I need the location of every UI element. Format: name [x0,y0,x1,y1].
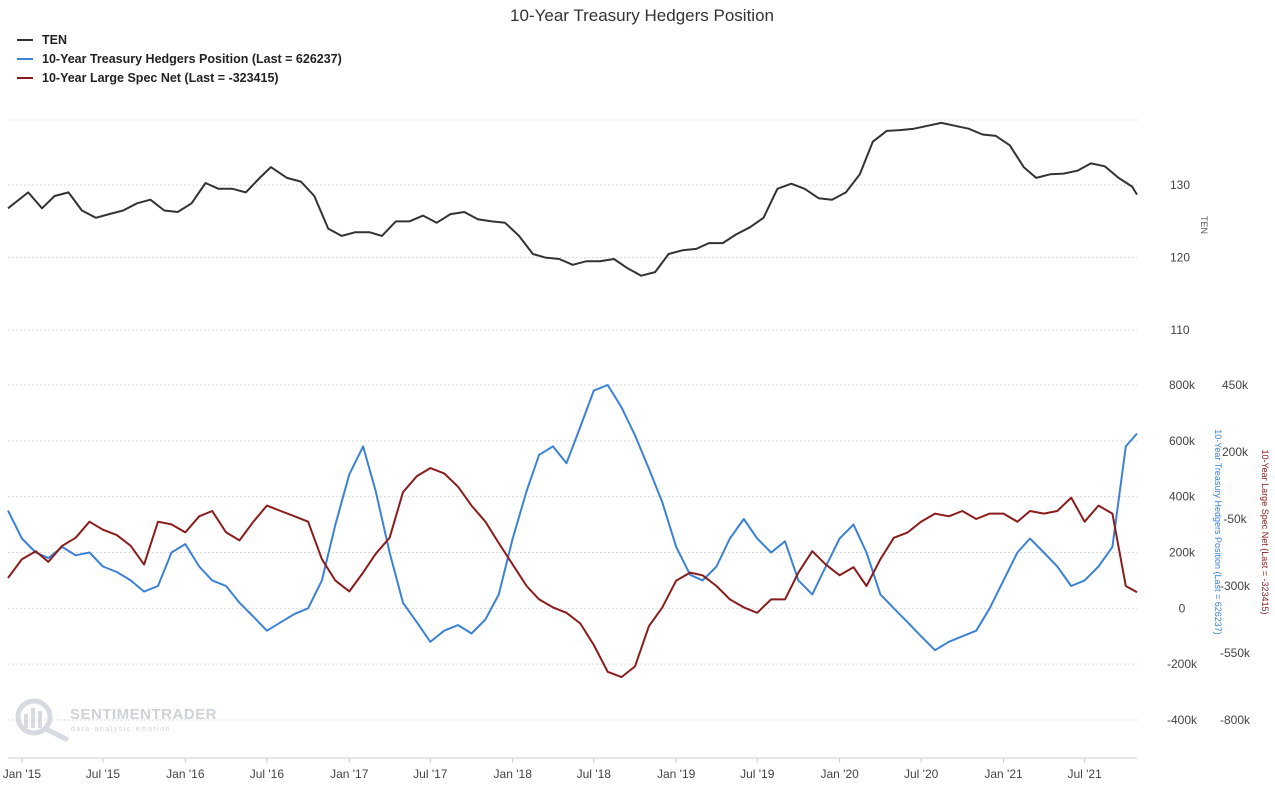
x-tick-label: Jan '19 [657,767,696,781]
logo-ring-icon [15,698,53,736]
y-left-tick-label: 0 [1179,601,1186,615]
series-large-spec-line [7,467,1138,679]
y-right-tick-label: 450k [1222,378,1249,392]
x-tick-label: Jan '17 [330,767,369,781]
series-lines [7,121,1138,679]
y-axis-title-hedgers: 10-Year Treasury Hedgers Position (Last … [1213,429,1223,635]
x-tick-label: Jul '16 [250,767,285,781]
y-axis-title-ten: TEN [1199,216,1209,234]
axes: 110 120 130 -400k -200k 0 200k 400k 600k 800k -800… [1167,178,1270,727]
x-tick-label: Jul '20 [904,767,939,781]
legend: TEN 10-Year Treasury Hedgers Position (La… [17,33,342,85]
x-tick-label: Jul '19 [740,767,775,781]
y-right-tick-label: -550k [1220,646,1251,660]
x-tick-label: Jul '18 [577,767,612,781]
sentimentrader-logo: SENTIMENTRADER data·analysis·emotion [15,698,217,742]
y-left-tick-label: 400k [1169,490,1196,504]
x-tick-label: Jul '15 [86,767,121,781]
y-left-tick-label: -400k [1167,713,1198,727]
y-left-tick-label: -200k [1167,657,1198,671]
y-left-tick-label: 200k [1169,546,1196,560]
x-tick-label: Jul '21 [1067,767,1102,781]
watermark-brand: SENTIMENTRADER [70,706,217,723]
y-left-tick-label: 600k [1169,434,1196,448]
x-tick-label: Jan '20 [820,767,859,781]
x-axis: Jan '15 Jul '15 Jan '16 Jul '16 Jan '17 Jul '… [3,757,1137,781]
y-right-tick-label: 200k [1222,445,1249,459]
logo-bar-icon [31,708,35,728]
y-right-tick-label: -50k [1223,512,1247,526]
y-right-tick-label: -800k [1220,713,1251,727]
series-hedgers-line [7,384,1138,652]
chart-title: 10-Year Treasury Hedgers Position [510,6,774,25]
watermark-tagline: data·analysis·emotion [71,726,171,733]
logo-bar-icon [38,711,42,728]
x-tick-label: Jan '16 [166,767,205,781]
y-left-tick-label: 800k [1169,378,1196,392]
y-axis-title-spec: 10-Year Large Spec Net (Last = -323415) [1260,449,1270,614]
x-tick-label: Jul '17 [413,767,448,781]
legend-item: TEN [42,33,67,47]
x-tick-label: Jan '21 [984,767,1023,781]
y-tick-label: 120 [1170,251,1190,265]
y-tick-label: 110 [1170,323,1189,337]
y-right-tick-label: -300k [1220,579,1251,593]
logo-handle-icon [43,726,69,742]
x-tick-label: Jan '18 [494,767,533,781]
y-tick-label: 130 [1170,178,1190,192]
x-tick-label: Jan '15 [3,767,42,781]
logo-bar-icon [24,714,28,728]
legend-item: 10-Year Treasury Hedgers Position (Last … [42,52,342,66]
gridlines [8,119,1137,721]
series-ten-line [7,121,1138,277]
legend-item: 10-Year Large Spec Net (Last = -323415) [42,71,279,85]
